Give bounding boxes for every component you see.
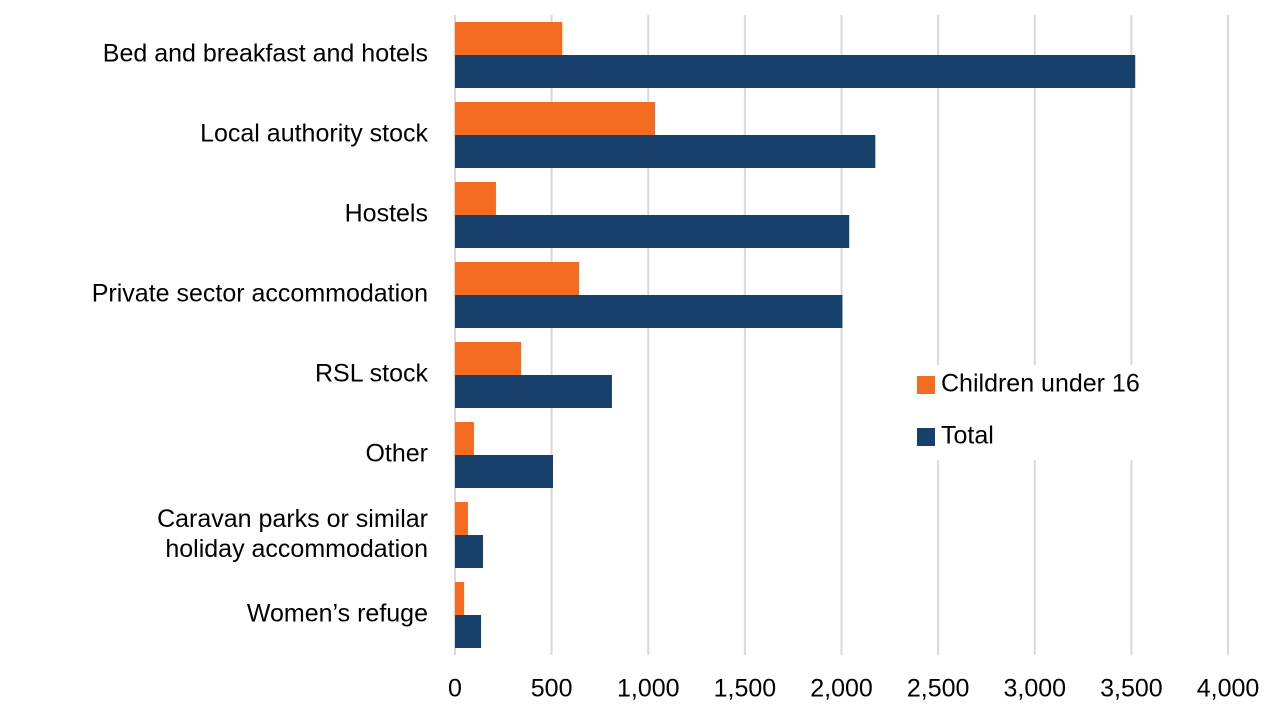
y-tick-label: Hostels — [345, 200, 428, 228]
y-tick-label: Other — [365, 440, 428, 468]
y-tick-label: Caravan parks or similar holiday accommod… — [157, 505, 428, 563]
bar — [455, 615, 482, 648]
bar — [455, 342, 522, 375]
x-tick-label: 1,500 — [714, 675, 777, 703]
y-tick-label: RSL stock — [315, 360, 429, 388]
text-line: holiday accommodation — [165, 535, 428, 563]
bar — [455, 55, 1136, 88]
x-tick-label: 3,500 — [1100, 675, 1163, 703]
legend-label: Total — [941, 422, 994, 450]
bar — [455, 22, 563, 55]
bar — [455, 215, 850, 248]
bar — [455, 502, 468, 535]
x-tick-label: 500 — [531, 675, 573, 703]
legend-box — [905, 365, 1205, 460]
legend-label: Children under 16 — [941, 370, 1140, 398]
bar — [455, 455, 553, 488]
bar — [455, 102, 656, 135]
x-tick-label: 0 — [448, 675, 462, 703]
text-line: Caravan parks or similar — [157, 505, 428, 533]
y-tick-label: Bed and breakfast and hotels — [103, 40, 428, 68]
x-tick-label: 2,000 — [810, 675, 873, 703]
bar — [455, 375, 612, 408]
bar — [455, 135, 876, 168]
x-tick-label: 2,500 — [907, 675, 970, 703]
y-tick-label: Women’s refuge — [247, 600, 428, 628]
x-tick-label: 4,000 — [1197, 675, 1260, 703]
x-tick-label: 3,000 — [1003, 675, 1066, 703]
legend-swatch — [917, 428, 935, 446]
bar — [455, 295, 843, 328]
bar — [455, 182, 496, 215]
legend-swatch — [917, 376, 935, 394]
x-tick-label: 1,000 — [617, 675, 680, 703]
bar — [455, 422, 474, 455]
bar — [455, 262, 580, 295]
y-tick-label: Local authority stock — [200, 120, 428, 148]
bar — [455, 582, 465, 615]
y-tick-label: Private sector accommodation — [92, 280, 428, 308]
bar — [455, 535, 484, 568]
